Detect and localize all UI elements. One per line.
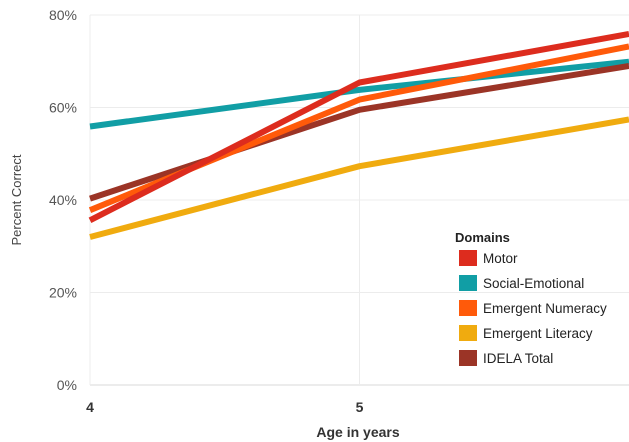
series-line-emergent-literacy: [89, 116, 629, 240]
legend-swatch-social-emotional: [459, 275, 477, 291]
y-tick-label: 60%: [49, 100, 77, 116]
legend: Domains Motor Social-Emotional Emergent Nu…: [455, 230, 607, 366]
legend-swatch-emergent-literacy: [459, 325, 477, 341]
y-axis-title: Percent Correct: [9, 154, 24, 245]
y-axis-ticks: 0% 20% 40% 60% 80%: [49, 7, 77, 393]
y-tick-label: 0%: [57, 377, 77, 393]
legend-swatch-idela-total: [459, 350, 477, 366]
y-tick-label: 40%: [49, 192, 77, 208]
legend-label-emergent-numeracy: Emergent Numeracy: [483, 301, 607, 316]
legend-swatch-motor: [459, 250, 477, 266]
x-axis-title: Age in years: [316, 424, 399, 440]
legend-label-emergent-literacy: Emergent Literacy: [483, 326, 593, 341]
x-tick-label: 4: [86, 399, 94, 415]
series-lines: [88, 31, 629, 240]
legend-items: Motor Social-Emotional Emergent Numeracy Em…: [459, 250, 607, 366]
legend-label-motor: Motor: [483, 251, 518, 266]
legend-title: Domains: [455, 230, 510, 245]
y-tick-label: 20%: [49, 285, 77, 301]
legend-swatch-emergent-numeracy: [459, 300, 477, 316]
series-line-social-emotional: [89, 58, 629, 130]
series-line-idela-total: [89, 62, 629, 202]
y-tick-label: 80%: [49, 7, 77, 23]
x-tick-label: 5: [356, 399, 364, 415]
legend-label-social-emotional: Social-Emotional: [483, 276, 584, 291]
series-line-motor: [88, 31, 629, 223]
legend-label-idela-total: IDELA Total: [483, 351, 553, 366]
